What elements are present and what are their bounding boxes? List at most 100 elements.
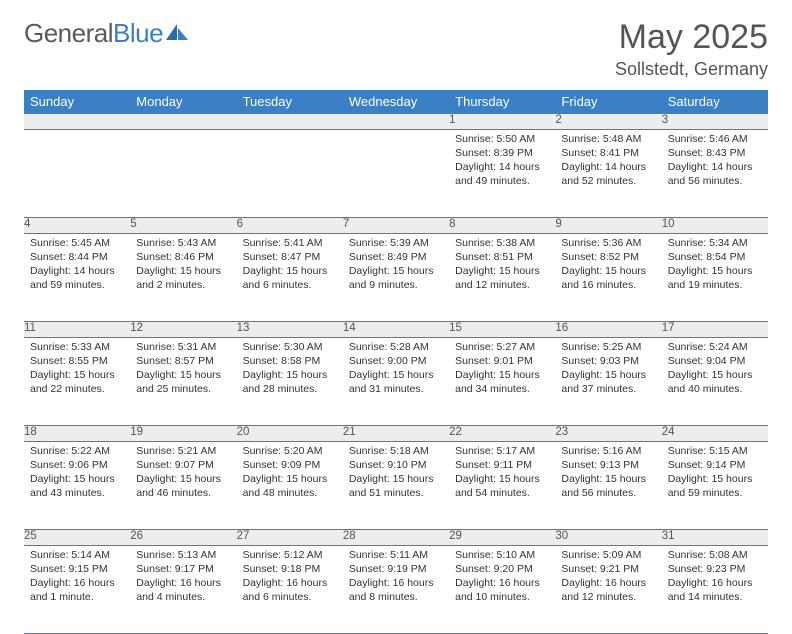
day-cell: Sunrise: 5:50 AMSunset: 8:39 PMDaylight:… — [449, 130, 555, 218]
day-cell: Sunrise: 5:38 AMSunset: 8:51 PMDaylight:… — [449, 234, 555, 322]
sunrise-text: Sunrise: 5:41 AM — [243, 237, 337, 251]
day-cell-body: Sunrise: 5:15 AMSunset: 9:14 PMDaylight:… — [662, 442, 768, 504]
sunset-text: Sunset: 9:21 PM — [561, 563, 655, 577]
day-cell-body: Sunrise: 5:38 AMSunset: 8:51 PMDaylight:… — [449, 234, 555, 296]
sunset-text: Sunset: 9:13 PM — [561, 459, 655, 473]
sunrise-text: Sunrise: 5:08 AM — [668, 549, 762, 563]
day-cell: Sunrise: 5:45 AMSunset: 8:44 PMDaylight:… — [24, 234, 130, 322]
sunrise-text: Sunrise: 5:48 AM — [561, 133, 655, 147]
day-body-row: Sunrise: 5:33 AMSunset: 8:55 PMDaylight:… — [24, 338, 768, 426]
day-cell-body: Sunrise: 5:36 AMSunset: 8:52 PMDaylight:… — [555, 234, 661, 296]
day-cell-body: Sunrise: 5:28 AMSunset: 9:00 PMDaylight:… — [343, 338, 449, 400]
day-number-cell: 28 — [343, 530, 449, 546]
day-number-cell: 27 — [237, 530, 343, 546]
day-cell-body: Sunrise: 5:25 AMSunset: 9:03 PMDaylight:… — [555, 338, 661, 400]
day-cell-body — [24, 130, 130, 137]
daylight-text: Daylight: 15 hours and 54 minutes. — [455, 473, 549, 501]
sunrise-text: Sunrise: 5:34 AM — [668, 237, 762, 251]
day-cell-body: Sunrise: 5:33 AMSunset: 8:55 PMDaylight:… — [24, 338, 130, 400]
sunset-text: Sunset: 9:07 PM — [136, 459, 230, 473]
daylight-text: Daylight: 14 hours and 49 minutes. — [455, 161, 549, 189]
day-number-cell: 2 — [555, 114, 661, 130]
daylight-text: Daylight: 15 hours and 40 minutes. — [668, 369, 762, 397]
day-cell-body: Sunrise: 5:10 AMSunset: 9:20 PMDaylight:… — [449, 546, 555, 608]
sunset-text: Sunset: 8:52 PM — [561, 251, 655, 265]
day-cell-body: Sunrise: 5:11 AMSunset: 9:19 PMDaylight:… — [343, 546, 449, 608]
day-cell: Sunrise: 5:39 AMSunset: 8:49 PMDaylight:… — [343, 234, 449, 322]
sunset-text: Sunset: 8:39 PM — [455, 147, 549, 161]
sunrise-text: Sunrise: 5:09 AM — [561, 549, 655, 563]
weekday-header: Thursday — [449, 90, 555, 114]
day-number-cell: 14 — [343, 322, 449, 338]
daylight-text: Daylight: 16 hours and 6 minutes. — [243, 577, 337, 605]
day-number-cell: 29 — [449, 530, 555, 546]
day-cell: Sunrise: 5:17 AMSunset: 9:11 PMDaylight:… — [449, 442, 555, 530]
day-cell — [343, 130, 449, 218]
sunset-text: Sunset: 8:54 PM — [668, 251, 762, 265]
day-cell: Sunrise: 5:33 AMSunset: 8:55 PMDaylight:… — [24, 338, 130, 426]
weekday-header: Sunday — [24, 90, 130, 114]
day-number-cell: 6 — [237, 218, 343, 234]
sunrise-text: Sunrise: 5:13 AM — [136, 549, 230, 563]
sunrise-text: Sunrise: 5:15 AM — [668, 445, 762, 459]
day-body-row: Sunrise: 5:22 AMSunset: 9:06 PMDaylight:… — [24, 442, 768, 530]
day-number-row: 25262728293031 — [24, 530, 768, 546]
sunset-text: Sunset: 8:49 PM — [349, 251, 443, 265]
day-cell: Sunrise: 5:28 AMSunset: 9:00 PMDaylight:… — [343, 338, 449, 426]
sunrise-text: Sunrise: 5:17 AM — [455, 445, 549, 459]
sunrise-text: Sunrise: 5:22 AM — [30, 445, 124, 459]
day-cell-body: Sunrise: 5:41 AMSunset: 8:47 PMDaylight:… — [237, 234, 343, 296]
sunrise-text: Sunrise: 5:12 AM — [243, 549, 337, 563]
day-number-cell: 5 — [130, 218, 236, 234]
brand-part1: General — [24, 18, 113, 49]
sunset-text: Sunset: 9:17 PM — [136, 563, 230, 577]
sunrise-text: Sunrise: 5:39 AM — [349, 237, 443, 251]
day-body-row: Sunrise: 5:14 AMSunset: 9:15 PMDaylight:… — [24, 546, 768, 634]
day-cell-body: Sunrise: 5:09 AMSunset: 9:21 PMDaylight:… — [555, 546, 661, 608]
brand-logo: GeneralBlue — [24, 18, 188, 49]
sunrise-text: Sunrise: 5:45 AM — [30, 237, 124, 251]
day-number-cell: 3 — [662, 114, 768, 130]
sunrise-text: Sunrise: 5:33 AM — [30, 341, 124, 355]
day-cell-body: Sunrise: 5:12 AMSunset: 9:18 PMDaylight:… — [237, 546, 343, 608]
day-cell-body: Sunrise: 5:18 AMSunset: 9:10 PMDaylight:… — [343, 442, 449, 504]
daylight-text: Daylight: 15 hours and 28 minutes. — [243, 369, 337, 397]
day-number-cell: 8 — [449, 218, 555, 234]
sunset-text: Sunset: 8:57 PM — [136, 355, 230, 369]
day-number-cell: 16 — [555, 322, 661, 338]
title-block: May 2025 Sollstedt, Germany — [615, 18, 768, 80]
sunset-text: Sunset: 8:44 PM — [30, 251, 124, 265]
day-number-cell: 13 — [237, 322, 343, 338]
day-cell-body: Sunrise: 5:24 AMSunset: 9:04 PMDaylight:… — [662, 338, 768, 400]
day-cell — [130, 130, 236, 218]
day-cell-body: Sunrise: 5:13 AMSunset: 9:17 PMDaylight:… — [130, 546, 236, 608]
day-number-row: 123 — [24, 114, 768, 130]
daylight-text: Daylight: 15 hours and 6 minutes. — [243, 265, 337, 293]
sunset-text: Sunset: 8:58 PM — [243, 355, 337, 369]
daylight-text: Daylight: 15 hours and 31 minutes. — [349, 369, 443, 397]
daylight-text: Daylight: 16 hours and 10 minutes. — [455, 577, 549, 605]
sunrise-text: Sunrise: 5:28 AM — [349, 341, 443, 355]
day-cell: Sunrise: 5:13 AMSunset: 9:17 PMDaylight:… — [130, 546, 236, 634]
weekday-header: Tuesday — [237, 90, 343, 114]
day-cell: Sunrise: 5:20 AMSunset: 9:09 PMDaylight:… — [237, 442, 343, 530]
day-number-cell: 21 — [343, 426, 449, 442]
daylight-text: Daylight: 14 hours and 59 minutes. — [30, 265, 124, 293]
sunrise-text: Sunrise: 5:27 AM — [455, 341, 549, 355]
sunset-text: Sunset: 9:20 PM — [455, 563, 549, 577]
daylight-text: Daylight: 16 hours and 12 minutes. — [561, 577, 655, 605]
day-number-cell: 22 — [449, 426, 555, 442]
daylight-text: Daylight: 15 hours and 43 minutes. — [30, 473, 124, 501]
day-number-row: 11121314151617 — [24, 322, 768, 338]
day-number-cell — [24, 114, 130, 130]
sunrise-text: Sunrise: 5:14 AM — [30, 549, 124, 563]
day-number-cell: 9 — [555, 218, 661, 234]
day-cell: Sunrise: 5:09 AMSunset: 9:21 PMDaylight:… — [555, 546, 661, 634]
sunset-text: Sunset: 8:41 PM — [561, 147, 655, 161]
day-cell-body: Sunrise: 5:50 AMSunset: 8:39 PMDaylight:… — [449, 130, 555, 192]
day-number-cell — [130, 114, 236, 130]
daylight-text: Daylight: 15 hours and 51 minutes. — [349, 473, 443, 501]
weekday-header: Monday — [130, 90, 236, 114]
sunset-text: Sunset: 9:04 PM — [668, 355, 762, 369]
day-cell: Sunrise: 5:48 AMSunset: 8:41 PMDaylight:… — [555, 130, 661, 218]
